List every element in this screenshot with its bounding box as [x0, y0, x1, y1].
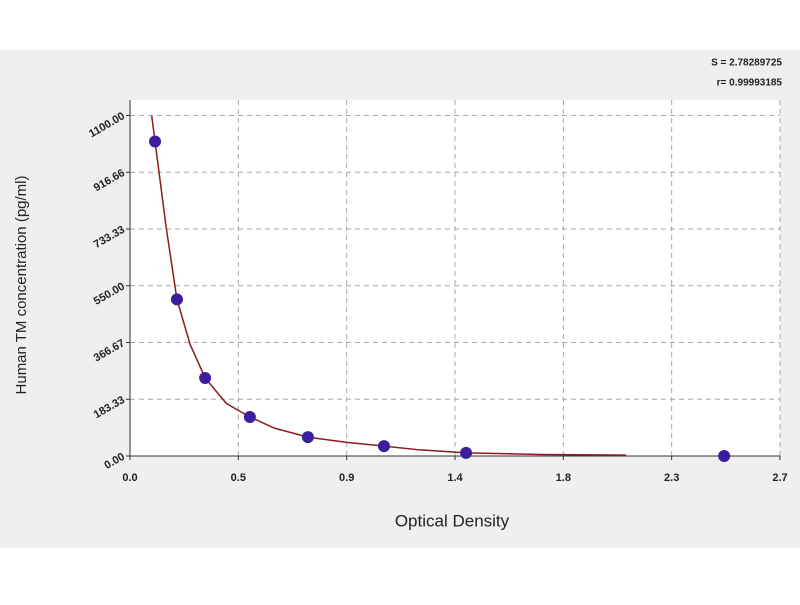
- data-point: [243, 410, 256, 423]
- data-point: [301, 431, 314, 444]
- data-point: [460, 446, 473, 459]
- x-tick-label: 2.3: [664, 472, 679, 484]
- annotation: r= 0.99993185: [717, 78, 783, 89]
- y-axis-label: Human TM concentration (pg/ml): [13, 176, 30, 395]
- plot-area: [130, 100, 780, 456]
- data-point: [718, 450, 731, 462]
- annotation: S = 2.78289725: [711, 58, 782, 69]
- data-point: [377, 440, 390, 453]
- x-tick-label: 1.8: [556, 472, 571, 484]
- data-point: [199, 371, 212, 384]
- x-tick-label: 2.7: [772, 472, 787, 484]
- x-tick-label: 0.9: [339, 472, 354, 484]
- x-tick-label: 0.0: [122, 472, 137, 484]
- data-point: [149, 135, 162, 148]
- x-tick-label: 0.5: [231, 472, 246, 484]
- x-tick-label: 1.4: [447, 472, 463, 484]
- x-axis-label: Optical Density: [395, 511, 510, 530]
- fit-curve: [150, 115, 626, 456]
- data-point: [170, 293, 183, 306]
